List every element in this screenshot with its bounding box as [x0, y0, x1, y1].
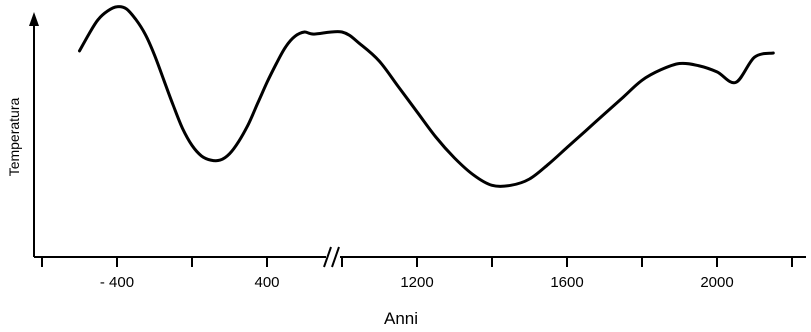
x-axis-label: Anni [384, 309, 418, 328]
x-tick-label: 1200 [400, 274, 433, 291]
axes [29, 12, 806, 258]
axis-break-slash [331, 246, 340, 268]
axis-break-slash [323, 246, 332, 268]
x-tick-label: 2000 [700, 274, 733, 291]
x-tick-label: 1600 [550, 274, 583, 291]
x-ticks [41, 257, 793, 267]
y-axis-arrow [29, 12, 39, 26]
temperature-line [78, 5, 775, 188]
axis-break-mark [323, 246, 340, 268]
y-axis-label: Temperatura [6, 97, 22, 176]
x-tick-label: - 400 [100, 274, 134, 291]
axis-break-gap [326, 253, 340, 261]
x-tick-label: 400 [254, 274, 279, 291]
x-tick-labels: - 400 400 1200 1600 2000 [100, 274, 734, 291]
